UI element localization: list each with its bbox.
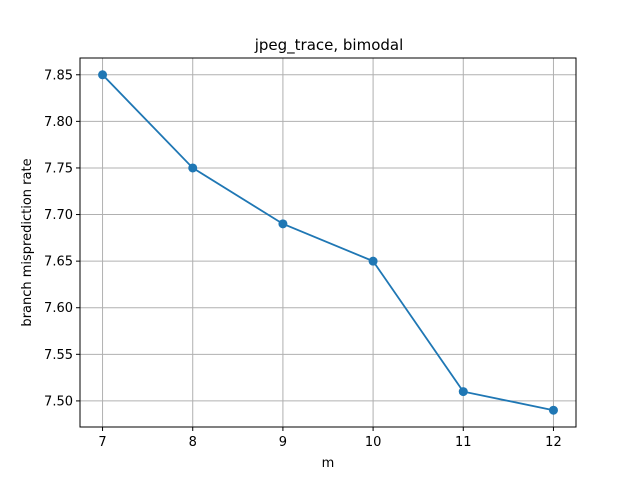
data-point [548,405,558,415]
data-point [458,387,468,397]
y-tick-label: 7.60 [44,301,73,316]
data-point [188,163,198,173]
y-axis-label: branch misprediction rate [20,158,35,326]
series-layer [98,70,558,415]
y-tick-label: 7.65 [44,255,73,270]
y-tick-label: 7.70 [44,208,73,223]
series-line [101,74,554,412]
axis-ticks: 7 8 9 10 11 12 7.50 7.55 7.60 7.65 7.70 7.75 7.80 7.8… [44,68,562,450]
chart-title: jpeg_trace, bimodal [254,36,404,55]
x-axis-label: m [322,456,335,471]
x-tick-label: 9 [279,435,287,450]
x-tick-label: 7 [98,435,106,450]
y-tick-label: 7.85 [44,68,73,83]
data-point [368,256,378,266]
x-tick-label: 11 [455,435,472,450]
grid [80,58,576,427]
y-tick-label: 7.55 [44,348,73,363]
plot-area-frame [79,57,577,428]
y-tick-label: 7.50 [44,394,73,409]
data-point [98,70,108,80]
y-tick-label: 7.75 [44,161,73,176]
x-tick-label: 12 [545,435,562,450]
y-tick-label: 7.80 [44,115,73,130]
x-tick-label: 8 [189,435,197,450]
x-tick-label: 10 [365,435,382,450]
data-point [278,219,288,229]
